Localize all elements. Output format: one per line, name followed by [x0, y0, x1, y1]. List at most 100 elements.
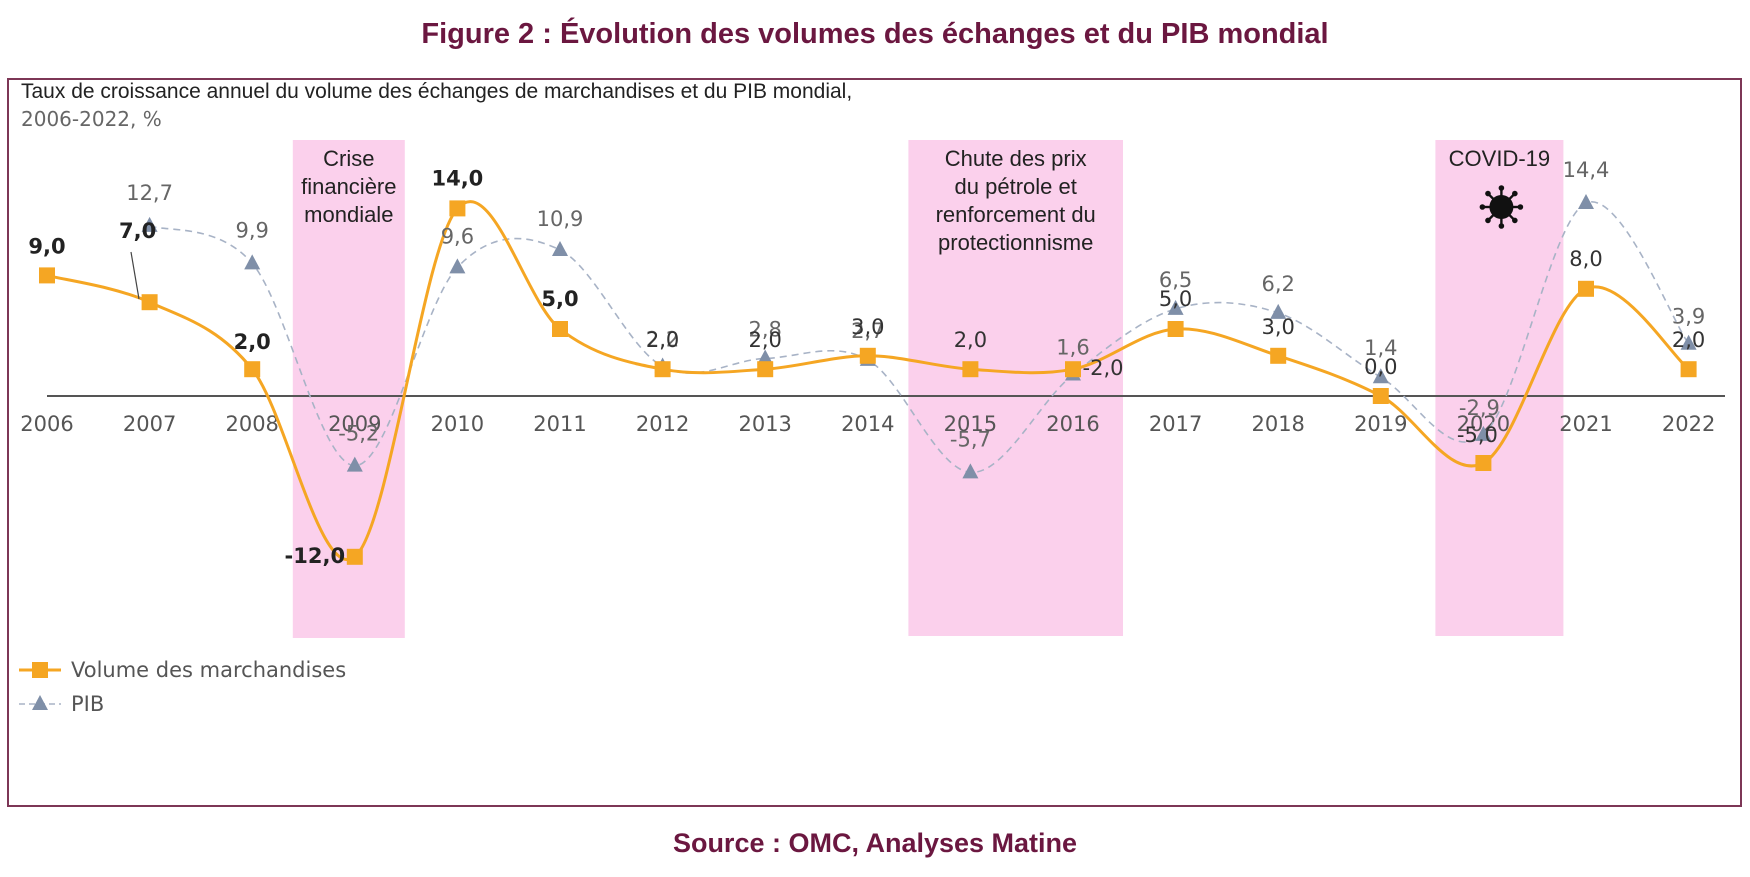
x-tick-label: 2012: [636, 412, 689, 436]
gdp-point: [962, 463, 979, 479]
gdp-point: [346, 456, 363, 472]
x-axis-labels: 2006 2007 2008 2009 2010 2011 2012 2013 2014 2015…: [20, 412, 1715, 436]
x-tick-label: 2014: [841, 412, 894, 436]
x-tick-label: 2009: [328, 412, 381, 436]
x-tick-label: 2018: [1251, 412, 1304, 436]
gdp-value-label: 12,7: [126, 181, 173, 205]
trade-value-label: 8,0: [1569, 247, 1602, 271]
gdp-value-label: 9,9: [235, 218, 268, 242]
trade-series-line: [46, 200, 1690, 562]
gdp-value-label: 9,6: [441, 224, 474, 248]
gdp-value-label: 6,5: [1159, 268, 1192, 292]
trade-value-label: -2,0: [1083, 356, 1124, 380]
x-tick-label: 2011: [533, 412, 586, 436]
x-tick-label: 2007: [123, 412, 176, 436]
trade-point: [346, 548, 363, 565]
gdp-value-label: -5,7: [950, 427, 991, 451]
event-band: [1435, 140, 1564, 636]
gdp-point: [552, 240, 568, 256]
gdp-point: [1578, 194, 1594, 210]
trade-value-label: 7,0: [119, 219, 156, 243]
trade-value-label: -5,0: [1457, 423, 1498, 447]
gdp-value-label: -2,9: [1459, 396, 1500, 420]
gdp-series-line: [149, 201, 1690, 474]
trade-point: [1372, 388, 1389, 404]
figure-title: Figure 2 : Évolution des volumes des éch…: [421, 18, 1329, 50]
legend-trade-marker: [32, 662, 48, 678]
event-band-label: financière: [301, 174, 396, 199]
trade-value-label: 0,0: [1364, 355, 1397, 379]
event-band-label: COVID-19: [1449, 146, 1550, 171]
event-band-label: Chute des prix: [945, 146, 1087, 171]
gdp-point: [1372, 368, 1389, 384]
label-leader-line: [130, 251, 140, 300]
gdp-value-label: 2,7: [851, 319, 884, 343]
x-tick-label: 2008: [225, 412, 278, 436]
event-band-label: mondiale: [304, 202, 393, 227]
chart-frame: Taux de croissance annuel du volume des …: [7, 78, 1742, 807]
gdp-value-label: 14,4: [1563, 158, 1610, 182]
line-chart: Taux de croissance annuel du volume des …: [19, 80, 1725, 716]
trade-value-label: 9,0: [28, 234, 65, 258]
chart-subtitle: 2006-2022, %: [21, 107, 162, 131]
x-tick-label: 2017: [1149, 412, 1202, 436]
gdp-point: [1270, 303, 1287, 319]
trade-point: [552, 321, 568, 337]
gdp-value-label: 6,2: [1261, 272, 1294, 296]
gdp-point: [244, 254, 261, 270]
gdp-value-label: 2,8: [748, 317, 781, 341]
legend: Volume des marchandises PIB: [19, 658, 346, 716]
gdp-value-labels: 12,7 9,9 -5,2 9,6 10,9 2,2 2,8 2,7 -5,7 1,6 6,5 6,2…: [126, 158, 1705, 451]
x-tick-label: 2010: [431, 412, 484, 436]
gdp-point: [1680, 334, 1697, 350]
gdp-value-label: 10,9: [537, 207, 584, 231]
trade-value-label: 2,0: [646, 328, 679, 352]
trade-markers: [39, 200, 1697, 565]
trade-value-label: 2,0: [234, 330, 271, 354]
x-tick-label: 2022: [1662, 412, 1715, 436]
trade-value-label: 3,0: [851, 315, 884, 339]
x-tick-label: 2019: [1354, 412, 1407, 436]
trade-value-label: 2,0: [1672, 328, 1705, 352]
gdp-point: [1167, 299, 1184, 315]
trade-value-label: 5,0: [1159, 287, 1192, 311]
trade-point: [1680, 361, 1697, 378]
gdp-point: [1475, 425, 1492, 441]
gdp-value-label: 3,9: [1672, 305, 1705, 329]
trade-value-label: 2,0: [954, 328, 987, 352]
x-tick-label: 2016: [1046, 412, 1099, 436]
legend-gdp-label: PIB: [71, 692, 104, 716]
trade-point: [1167, 321, 1184, 337]
x-tick-label: 2013: [738, 412, 791, 436]
trade-point: [654, 361, 671, 378]
trade-value-label: 14,0: [431, 166, 483, 190]
trade-value-labels: 9,0 7,0 2,0 -12,0 14,0 5,0 2,0 2,0 3,0 2,0 -2,0 5,0…: [28, 166, 1705, 567]
trade-value-label: 3,0: [1261, 315, 1294, 339]
trade-point: [449, 200, 466, 217]
event-band-label: protectionnisme: [938, 230, 1093, 255]
trade-point: [1475, 455, 1492, 471]
gdp-point: [757, 349, 774, 365]
chart-title: Taux de croissance annuel du volume des …: [21, 80, 852, 103]
event-band: [908, 140, 1123, 636]
x-tick-label: 2021: [1559, 412, 1612, 436]
event-band-label: Crise: [323, 146, 374, 171]
trade-value-label: 2,0: [748, 328, 781, 352]
gdp-point: [449, 258, 466, 274]
gdp-value-label: 1,4: [1364, 336, 1397, 360]
trade-point: [141, 294, 158, 311]
legend-trade-label: Volume des marchandises: [71, 658, 346, 682]
event-band-label: du pétrole et: [955, 174, 1077, 199]
trade-point: [859, 347, 876, 364]
trade-point: [39, 267, 55, 284]
trade-value-label: 5,0: [541, 287, 578, 311]
event-band-label: renforcement du: [936, 202, 1096, 227]
x-tick-label: 2015: [944, 412, 997, 436]
trade-point: [757, 361, 774, 378]
gdp-value-label: 1,6: [1056, 336, 1089, 360]
virus-icon: [1479, 185, 1524, 229]
gdp-value-label: 2,2: [646, 328, 679, 352]
trade-point: [962, 361, 979, 378]
gdp-value-label: -5,2: [338, 422, 379, 446]
trade-point: [1270, 347, 1287, 364]
